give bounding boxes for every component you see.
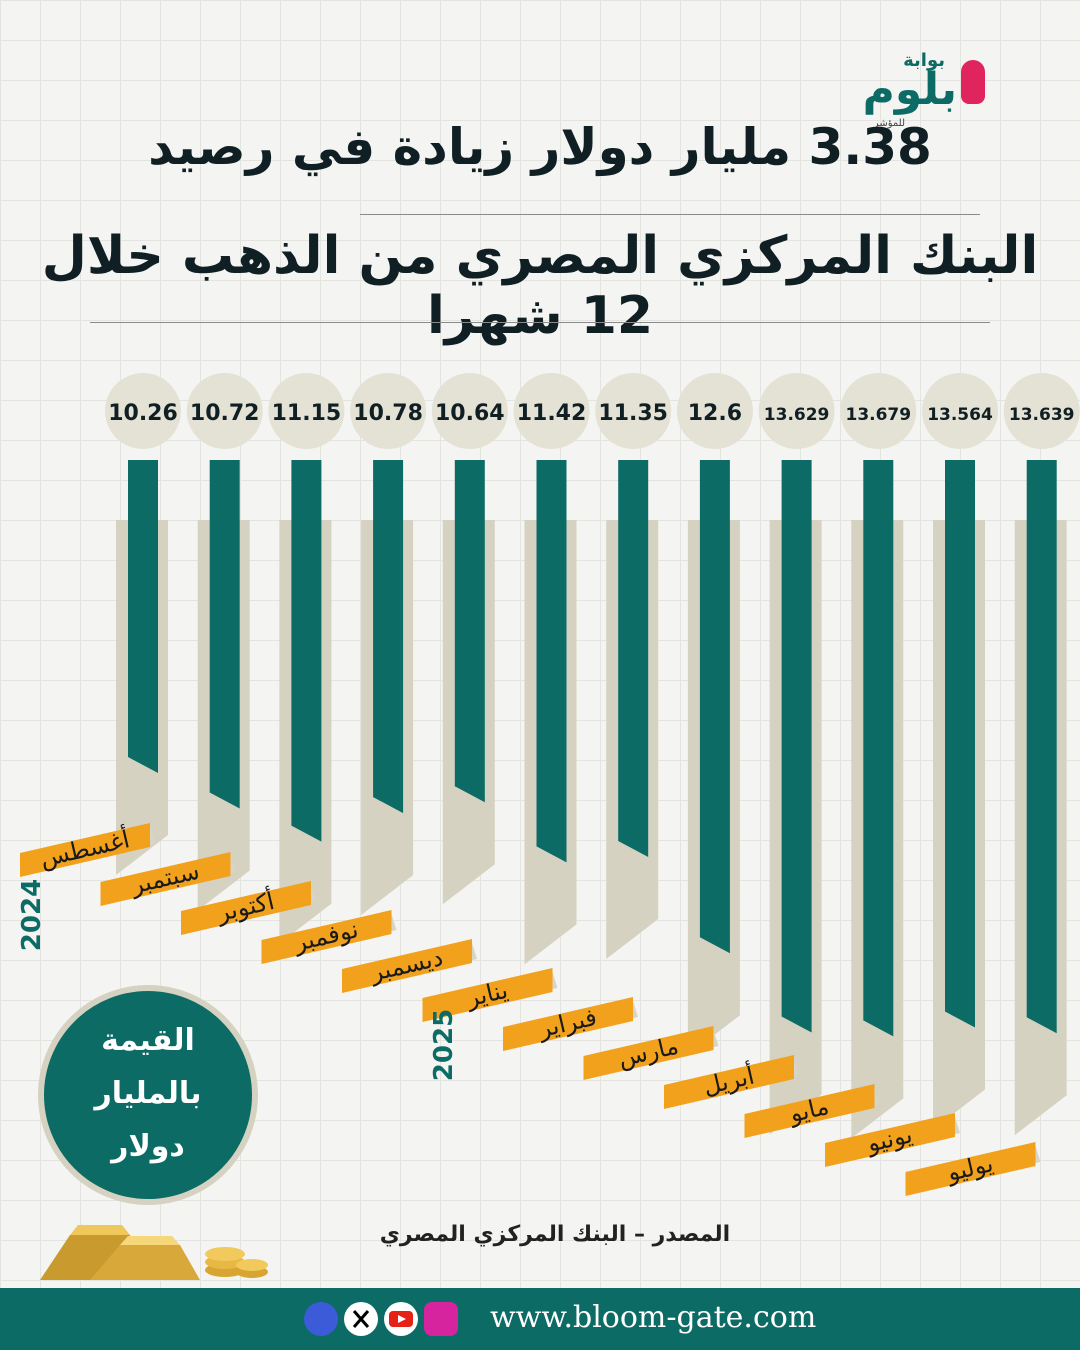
- month-tag: [583, 1026, 714, 1080]
- x-icon[interactable]: [344, 1302, 378, 1336]
- logo-subtitle: بوابة: [903, 50, 945, 71]
- month-tag: [503, 997, 633, 1051]
- month-label: فبراير: [535, 1003, 599, 1044]
- year-label: 2025: [429, 1009, 459, 1081]
- legend-line-3: دولار: [111, 1129, 185, 1164]
- bar: [454, 460, 485, 803]
- value-circle: [758, 373, 835, 449]
- logo-tagline: للمؤشر: [873, 118, 905, 129]
- bar: [1026, 460, 1057, 1034]
- value-circle: [105, 373, 181, 449]
- bar: [373, 460, 404, 814]
- bar: [291, 460, 322, 842]
- bar: [945, 460, 975, 1028]
- month-tag: [422, 968, 553, 1022]
- bar: [863, 460, 894, 1037]
- value-label: 11.35: [598, 401, 668, 426]
- unit-legend: القيمة بالمليار دولار: [38, 985, 258, 1205]
- value-circle: [268, 373, 345, 449]
- bar: [699, 460, 730, 954]
- month-tag: [20, 823, 150, 877]
- month-tag: [100, 852, 231, 906]
- month-label: يوليو: [944, 1149, 996, 1187]
- value-circle: [922, 373, 998, 449]
- month-tag: [664, 1055, 794, 1109]
- value-circle: [186, 373, 263, 449]
- microphone-icon: [961, 60, 985, 104]
- bar: [128, 460, 158, 774]
- instagram-icon[interactable]: [424, 1302, 458, 1336]
- value-label: 13.639: [1009, 405, 1075, 425]
- value-label: 13.564: [927, 405, 993, 425]
- value-label: 11.15: [272, 401, 342, 426]
- value-circle: [350, 373, 427, 449]
- month-tag: [342, 939, 472, 993]
- month-tag: [261, 910, 392, 964]
- value-label: 10.64: [435, 401, 505, 426]
- value-label: 10.78: [353, 401, 423, 426]
- footer-bar: www.bloom-gate.com: [0, 1288, 1080, 1350]
- divider: [360, 214, 980, 215]
- source-note: المصدر – البنك المركزي المصري: [379, 1222, 731, 1247]
- value-label: 13.629: [764, 405, 830, 425]
- year-label: 2024: [17, 879, 47, 951]
- value-circle: [840, 373, 917, 449]
- value-label: 12.6: [688, 401, 742, 426]
- youtube-icon[interactable]: [384, 1302, 418, 1336]
- bar: [618, 460, 649, 857]
- bar: [781, 460, 812, 1033]
- month-label: أكتوبر: [213, 885, 277, 927]
- month-label: ديسمبر: [367, 943, 446, 987]
- value-circle: [595, 373, 672, 449]
- bar: [536, 460, 567, 863]
- month-label: أبريل: [700, 1060, 757, 1101]
- facebook-icon[interactable]: [304, 1302, 338, 1336]
- month-tag: [905, 1142, 1036, 1196]
- bar: [209, 460, 240, 809]
- month-label: سبتمبر: [128, 857, 202, 900]
- headline-line-1: 3.38 مليار دولار زيادة في رصيد: [148, 118, 932, 176]
- month-tag: [744, 1084, 875, 1138]
- headline-line-2: البنك المركزي المصري من الذهب خلال 12 شه…: [41, 226, 1039, 346]
- website-link[interactable]: www.bloom-gate.com: [490, 1300, 817, 1335]
- month-label: يونيو: [864, 1120, 916, 1158]
- month-label: مارس: [615, 1032, 681, 1073]
- legend-line-2: بالمليار: [94, 1076, 202, 1111]
- value-circle: [1003, 373, 1080, 449]
- logo-wordmark: بلوم: [862, 64, 957, 115]
- divider: [90, 322, 990, 323]
- month-tag: [181, 881, 311, 935]
- legend-line-1: القيمة: [101, 1023, 195, 1058]
- month-label: يناير: [463, 976, 510, 1013]
- value-label: 13.679: [845, 405, 911, 425]
- value-label: 10.26: [108, 401, 178, 426]
- value-circle: [513, 373, 590, 449]
- value-label: 11.42: [517, 401, 587, 426]
- gold-bars-illustration: [40, 1225, 268, 1280]
- value-circle: [676, 373, 753, 449]
- value-label: 10.72: [190, 401, 260, 426]
- value-circle: [431, 373, 508, 449]
- brand-logo: بوابة بلوم للمؤشر: [855, 50, 985, 130]
- month-tag: [825, 1113, 955, 1167]
- gold-reserves-chart: 10.26أغسطس10.72سبتمبر11.15أكتوبر10.78نوف…: [17, 373, 1080, 1196]
